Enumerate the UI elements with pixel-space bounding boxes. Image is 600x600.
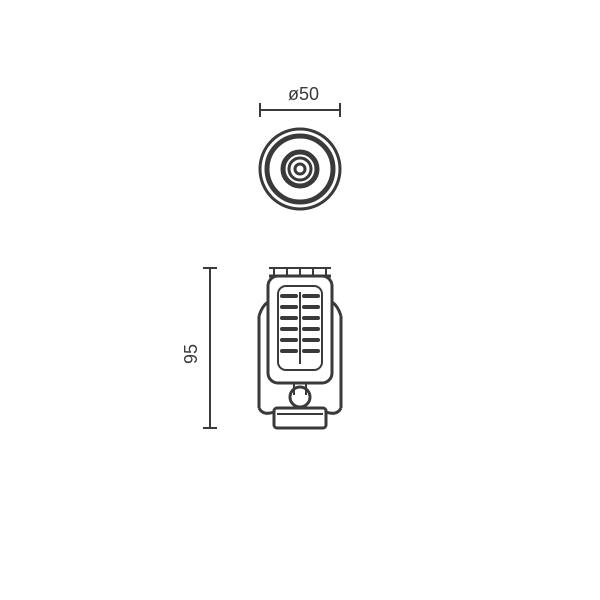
outer-side-curve — [326, 408, 341, 413]
height-label: 95 — [181, 344, 201, 364]
base-plate — [274, 408, 326, 428]
top-view-ring — [260, 129, 340, 209]
side-view: 95 — [181, 268, 341, 428]
diameter-label: ø50 — [288, 84, 319, 104]
top-view-ring — [267, 136, 333, 202]
top-view: ø50 — [260, 84, 340, 209]
top-view-ring — [295, 164, 305, 174]
top-view-ring — [289, 158, 311, 180]
dimension-drawing: ø50 95 — [0, 0, 600, 600]
outer-side-curve — [259, 408, 274, 413]
